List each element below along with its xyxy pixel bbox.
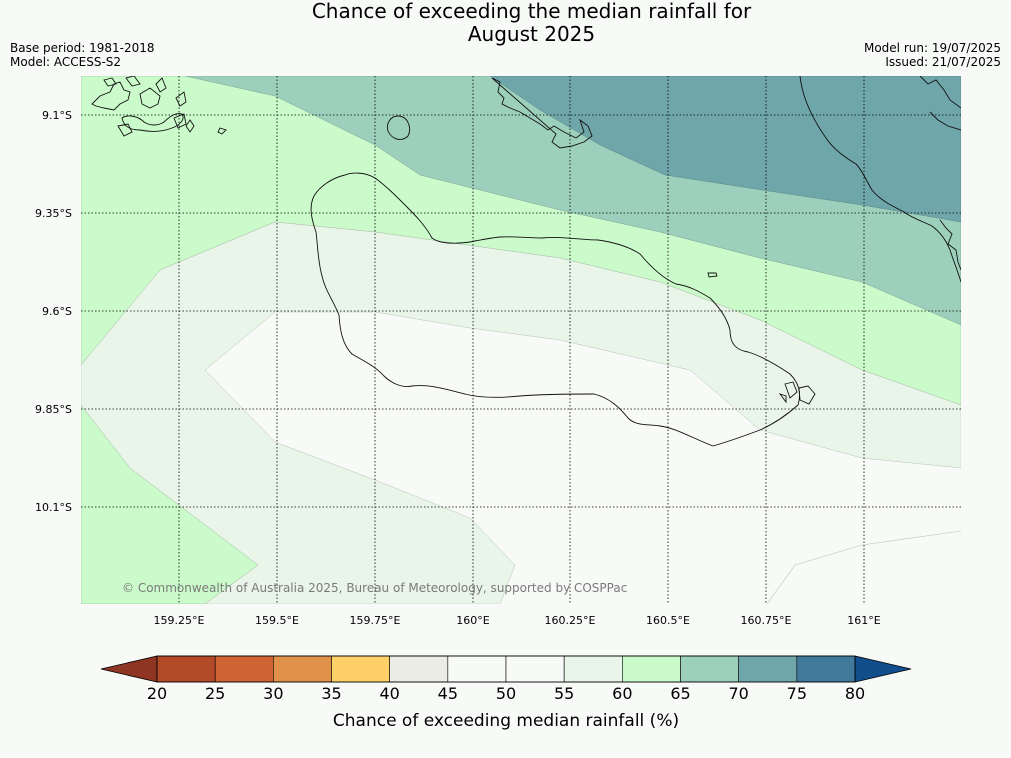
colorbar-tick-label: 65 — [670, 684, 690, 703]
map-title: Chance of exceeding the median rainfall … — [0, 0, 1011, 46]
colorbar-over-arrow — [854, 655, 912, 683]
latitude-labels: 9.1°S 9.35°S 9.6°S 9.85°S 10.1°S — [35, 109, 72, 514]
colorbar-cell — [563, 655, 623, 683]
model-name: Model: ACCESS-S2 — [10, 55, 122, 69]
colorbar-cell — [680, 655, 739, 683]
map-plot-area: © Commonwealth of Australia 2025, Bureau… — [81, 76, 961, 604]
zone-70-75-band — [489, 76, 961, 223]
colorbar-cell — [505, 655, 565, 683]
lon-label: 160.75°E — [741, 614, 792, 627]
colorbar-cell — [331, 655, 390, 683]
title-line-1: Chance of exceeding the median rainfall … — [311, 0, 752, 23]
colorbar-tick-label: 75 — [787, 684, 807, 703]
colorbar-tick-label: 80 — [845, 684, 865, 703]
lon-label: 159.25°E — [154, 614, 205, 627]
lon-label: 161°E — [847, 614, 880, 627]
colorbar-cell — [738, 655, 798, 683]
coastlines — [91, 76, 961, 447]
colorbar-cell — [622, 655, 681, 683]
florida-islands-coastline — [91, 76, 227, 137]
colorbar-cells — [156, 655, 856, 683]
lat-label: 9.6°S — [42, 305, 72, 318]
colorbar-tick-label: 50 — [496, 684, 516, 703]
colorbar-cell — [389, 655, 449, 683]
colorbar-tick-label: 30 — [263, 684, 283, 703]
base-period: Base period: 1981-2018 — [10, 41, 155, 55]
lat-label: 9.35°S — [35, 207, 72, 220]
colorbar-cell — [156, 655, 216, 683]
colorbar-tick-label: 70 — [728, 684, 748, 703]
guadalcanal-coastline — [310, 172, 801, 447]
colorbar: 20 25 30 35 40 45 50 55 60 65 70 75 80 Chance of exc… — [100, 655, 912, 731]
lat-label: 9.85°S — [35, 403, 72, 416]
lon-label: 159.75°E — [350, 614, 401, 627]
base-info: Base period: 1981-2018 Model: ACCESS-S2 — [10, 41, 155, 69]
colorbar-tick-label: 45 — [438, 684, 458, 703]
colorbar-tick-label: 55 — [554, 684, 574, 703]
colorbar-ticks: 20 25 30 35 40 45 50 55 60 65 70 75 80 — [147, 684, 865, 703]
lon-label: 160°E — [456, 614, 489, 627]
lon-label: 159.5°E — [255, 614, 299, 627]
issued-date: Issued: 21/07/2025 — [885, 55, 1001, 69]
colorbar-cell — [214, 655, 274, 683]
colorbar-title: Chance of exceeding median rainfall (%) — [333, 711, 679, 731]
copyright-notice: © Commonwealth of Australia 2025, Bureau… — [122, 581, 627, 595]
zone-50-55-boundary-southeast — [766, 530, 961, 604]
zone-55-60-band — [81, 221, 961, 604]
title-line-2: August 2025 — [467, 22, 596, 46]
colorbar-frame — [156, 655, 856, 683]
graticule — [81, 76, 961, 604]
model-run: Model run: 19/07/2025 — [863, 41, 1001, 55]
lon-label: 160.25°E — [545, 614, 596, 627]
colorbar-tick-label: 20 — [147, 684, 167, 703]
run-info: Model run: 19/07/2025 Issued: 21/07/2025 — [864, 41, 1001, 69]
lon-label: 160.5°E — [646, 614, 690, 627]
north-islands-coastline — [491, 76, 961, 271]
colorbar-cell — [796, 655, 856, 683]
lat-label: 9.1°S — [42, 109, 72, 122]
colorbar-cell — [273, 655, 332, 683]
colorbar-cell — [447, 655, 507, 683]
colorbar-tick-label: 35 — [321, 684, 341, 703]
eastern-islets-coastline — [778, 381, 816, 405]
malaita-coastline — [799, 76, 961, 283]
longitude-labels: 159.25°E 159.5°E 159.75°E 160°E 160.25°E… — [154, 614, 881, 627]
small-islet-coastline — [707, 272, 718, 278]
savo-island-coastline — [387, 115, 410, 140]
colorbar-under-arrow — [100, 655, 158, 683]
colorbar-tick-label: 25 — [205, 684, 225, 703]
colorbar-tick-label: 40 — [379, 684, 399, 703]
lat-label: 10.1°S — [35, 501, 72, 514]
colorbar-tick-label: 60 — [612, 684, 632, 703]
